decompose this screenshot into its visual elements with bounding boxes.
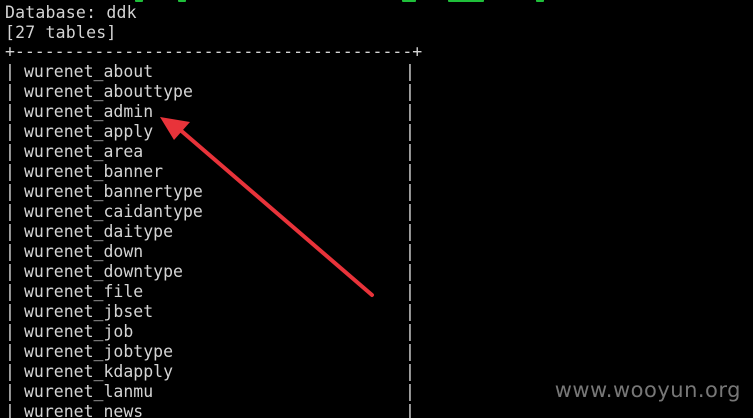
table-border-left: | — [5, 362, 15, 381]
table-row: | wurenet_daitype | — [5, 222, 425, 242]
table-border-right: | — [405, 242, 415, 261]
table-name: wurenet_abouttype — [24, 82, 193, 101]
table-border-left: | — [5, 202, 15, 221]
table-border-left: | — [5, 142, 15, 161]
table-name: wurenet_about — [24, 62, 154, 81]
table-row: | wurenet_down | — [5, 242, 425, 262]
table-border-left: | — [5, 222, 15, 241]
table-border-right: | — [405, 142, 415, 161]
table-border-right: | — [405, 62, 415, 81]
table-name: wurenet_kdapply — [24, 362, 174, 381]
table-border-right: | — [405, 382, 415, 401]
table-name: wurenet_down — [24, 242, 144, 261]
table-border-left: | — [5, 182, 15, 201]
table-row: | wurenet_about | — [5, 62, 425, 82]
table-name: wurenet_admin — [24, 102, 154, 121]
table-border-right: | — [405, 82, 415, 101]
table-border-right: | — [405, 282, 415, 301]
table-border-left: | — [5, 62, 15, 81]
table-border-left: | — [5, 322, 15, 341]
table-border-right: | — [405, 162, 415, 181]
table-border-right: | — [405, 342, 415, 361]
table-name: wurenet_downtype — [24, 262, 183, 281]
table-border-right: | — [405, 262, 415, 281]
table-border-left: | — [5, 102, 15, 121]
table-border-left: | — [5, 242, 15, 261]
table-border-right: | — [405, 322, 415, 341]
table-name: wurenet_daitype — [24, 222, 174, 241]
table-row: | wurenet_abouttype | — [5, 82, 425, 102]
table-row: | wurenet_downtype | — [5, 262, 425, 282]
table-name: wurenet_apply — [24, 122, 154, 141]
table-name: wurenet_news — [24, 402, 144, 418]
table-name: wurenet_area — [24, 142, 144, 161]
table-row: | wurenet_area | — [5, 142, 425, 162]
table-border-right: | — [405, 122, 415, 141]
table-border-left: | — [5, 262, 15, 281]
table-row: | wurenet_job | — [5, 322, 425, 342]
table-border-right: | — [405, 362, 415, 381]
table-border-left: | — [5, 402, 15, 418]
table-row: | wurenet_bannertype | — [5, 182, 425, 202]
table-border-right: | — [405, 202, 415, 221]
table-name: wurenet_file — [24, 282, 144, 301]
table-border-left: | — [5, 342, 15, 361]
table-border-top: +---------------------------------------… — [5, 42, 423, 61]
table-border-left: | — [5, 122, 15, 141]
table-count: [27 tables] — [5, 23, 117, 42]
table-border-left: | — [5, 302, 15, 321]
table-row: | wurenet_jobtype | — [5, 342, 425, 362]
table-border-right: | — [405, 402, 415, 418]
table-border-left: | — [5, 162, 15, 181]
table-border-left: | — [5, 382, 15, 401]
previous-output-fragment — [0, 0, 560, 4]
table-row: | wurenet_admin | — [5, 102, 425, 122]
table-row: | wurenet_kdapply | — [5, 362, 425, 382]
table-row: | wurenet_caidantype | — [5, 202, 425, 222]
table-row: | wurenet_lanmu | — [5, 382, 425, 402]
table-row: | wurenet_banner | — [5, 162, 425, 182]
table-row: | wurenet_apply | — [5, 122, 425, 142]
table-row: | wurenet_file | — [5, 282, 425, 302]
table-border-right: | — [405, 222, 415, 241]
table-border-right: | — [405, 102, 415, 121]
table-name: wurenet_bannertype — [24, 182, 203, 201]
table-row: | wurenet_news | — [5, 402, 425, 418]
table-border-right: | — [405, 302, 415, 321]
watermark-text: www.wooyun.org — [554, 378, 741, 402]
table-name: wurenet_lanmu — [24, 382, 154, 401]
table-name: wurenet_jbset — [24, 302, 154, 321]
table-name: wurenet_job — [24, 322, 134, 341]
table-name: wurenet_caidantype — [24, 202, 203, 221]
table-border-left: | — [5, 282, 15, 301]
table-row: | wurenet_jbset | — [5, 302, 425, 322]
table-name: wurenet_banner — [24, 162, 164, 181]
table-name: wurenet_jobtype — [24, 342, 174, 361]
database-label: Database: ddk — [5, 3, 137, 22]
table-border-left: | — [5, 82, 15, 101]
table-border-right: | — [405, 182, 415, 201]
